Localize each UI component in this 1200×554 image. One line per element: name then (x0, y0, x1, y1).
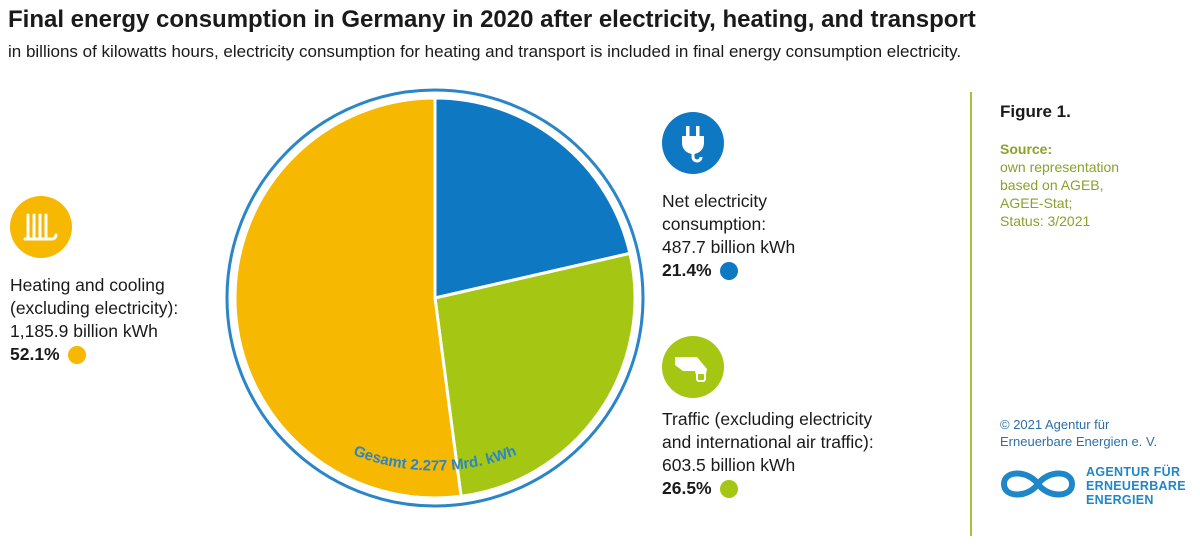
electricity-legend-dot (719, 261, 738, 280)
heating-value: 1,185.9 billion kWh (10, 321, 158, 341)
pie-chart: Gesamt 2.277 Mrd. kWh (225, 88, 645, 508)
traffic-legend-dot (719, 479, 738, 498)
electricity-percent: 21.4% (662, 260, 712, 280)
pie-slice-heating (233, 96, 463, 500)
traffic-name-1: Traffic (excluding electricity (662, 409, 873, 429)
electricity-value: 487.7 billion kWh (662, 237, 796, 257)
source-heading: Source: (1000, 141, 1053, 157)
infinity-logo-icon (1000, 470, 1076, 498)
radiator-icon (10, 196, 72, 258)
label-traffic: Traffic (excluding electricity and inter… (662, 408, 874, 500)
heating-name-2: (excluding electricity): (10, 298, 179, 318)
heating-legend-dot (67, 345, 86, 364)
pie-outer-ring (225, 88, 645, 508)
figure-label: Figure 1. (1000, 102, 1071, 121)
chart-title: Final energy consumption in Germany in 2… (8, 6, 976, 33)
electricity-name-2: consumption: (662, 214, 767, 234)
source-block: Source: own representation based on AGEB… (1000, 140, 1119, 230)
label-heating: Heating and cooling (excluding electrici… (10, 274, 178, 366)
chart-subtitle: in billions of kilowatts hours, electric… (8, 42, 962, 61)
label-electricity: Net electricity consumption: 487.7 billi… (662, 190, 795, 282)
fuel-nozzle-icon (662, 336, 724, 398)
heating-percent: 52.1% (10, 344, 60, 364)
source-line: own representation (1000, 159, 1120, 175)
source-line: Status: 3/2021 (1000, 213, 1091, 229)
copyright: © 2021 Agentur für Erneuerbare Energien … (1000, 417, 1158, 449)
plug-icon (662, 112, 724, 174)
heating-name-1: Heating and cooling (10, 275, 165, 295)
traffic-value: 603.5 billion kWh (662, 455, 796, 475)
traffic-name-2: and international air traffic): (662, 432, 874, 452)
pie-slice-traffic (433, 251, 637, 498)
side-divider (970, 92, 972, 536)
logo-wordmark: AGENTUR FÜR ERNEUERBARE ENERGIEN (1086, 465, 1186, 507)
pie-slice-electricity (433, 96, 632, 300)
source-line: based on AGEB, (1000, 177, 1104, 193)
traffic-percent: 26.5% (662, 478, 712, 498)
source-line: AGEE-Stat; (1000, 195, 1073, 211)
electricity-name-1: Net electricity (662, 191, 768, 211)
